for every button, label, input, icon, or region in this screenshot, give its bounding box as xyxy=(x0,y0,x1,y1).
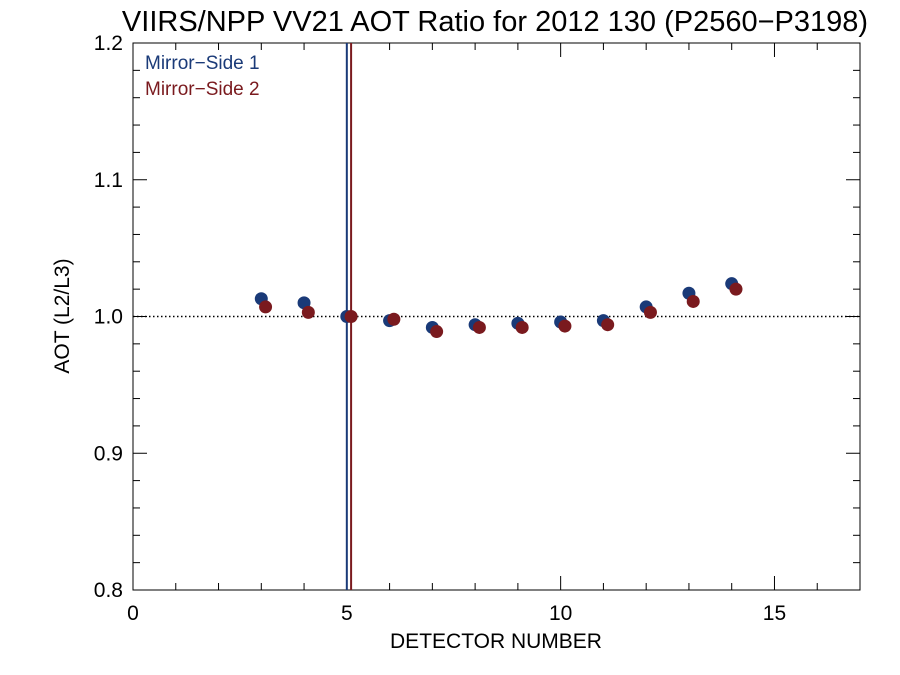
point-series-2 xyxy=(729,282,743,296)
chart-title: VIIRS/NPP VV21 AOT Ratio for 2012 130 (P… xyxy=(122,6,868,38)
x-tick-label: 15 xyxy=(763,602,786,625)
legend: Mirror−Side 1 Mirror−Side 2 xyxy=(145,53,260,100)
y-tick-label: 1.1 xyxy=(94,169,123,192)
x-tick-label: 0 xyxy=(127,602,139,625)
point-series-2 xyxy=(259,300,273,314)
legend-entry-mirror-side-2: Mirror−Side 2 xyxy=(145,79,260,100)
x-tick-label: 10 xyxy=(549,602,572,625)
x-tick-label: 5 xyxy=(341,602,353,625)
y-tick-label: 1.2 xyxy=(94,32,123,55)
point-series-2 xyxy=(643,305,657,319)
point-series-2 xyxy=(344,310,358,323)
x-axis: 0 5 10 15 xyxy=(127,43,861,625)
point-series-2 xyxy=(472,320,486,334)
y-tick-label: 0.8 xyxy=(94,579,123,602)
legend-entry-mirror-side-1: Mirror−Side 1 xyxy=(145,53,260,74)
point-series-2 xyxy=(686,294,700,308)
point-series-2 xyxy=(601,318,615,332)
y-axis-label: AOT (L2/L3) xyxy=(51,258,74,373)
point-series-2 xyxy=(430,325,444,339)
data-points xyxy=(254,277,743,339)
point-series-2 xyxy=(301,305,315,319)
point-series-2 xyxy=(387,312,401,326)
y-tick-label: 1.0 xyxy=(94,306,123,329)
y-axis: 0.8 0.9 1.0 1.1 1.2 xyxy=(94,32,860,602)
point-series-2 xyxy=(515,320,529,334)
y-tick-label: 0.9 xyxy=(94,442,123,465)
point-series-2 xyxy=(558,319,572,333)
x-axis-label: DETECTOR NUMBER xyxy=(390,630,602,653)
